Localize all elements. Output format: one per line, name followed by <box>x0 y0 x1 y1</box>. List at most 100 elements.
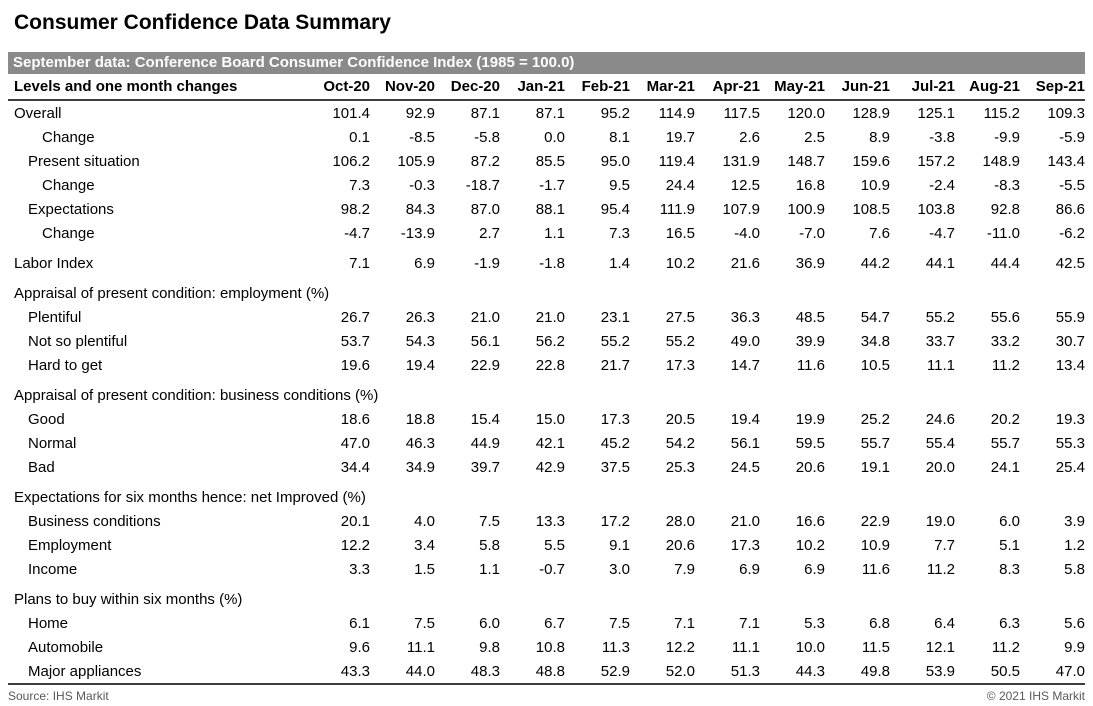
column-header-jun-21: Jun-21 <box>841 78 890 95</box>
column-header-sep-21: Sep-21 <box>1035 78 1085 95</box>
cell-value: 6.8 <box>869 614 890 632</box>
cell-value: 1.2 <box>1064 536 1085 554</box>
cell-value: -9.9 <box>994 128 1020 146</box>
row-label: Good <box>28 410 65 428</box>
cell-value: 86.6 <box>1055 200 1085 218</box>
cell-value: 131.9 <box>722 152 760 170</box>
table-row: Hard to get 19.6 19.4 22.9 22.8 21.7 17.3 14.7 1… <box>8 353 1085 377</box>
cell-value: 22.9 <box>470 356 500 374</box>
cell-value: 15.4 <box>470 410 500 428</box>
table-banner: September data: Conference Board Consume… <box>8 52 1085 74</box>
table-row: Employment 12.2 3.4 5.8 5.5 9.1 20.6 17.3 10.2 10… <box>8 533 1085 557</box>
cell-value: 3.9 <box>1064 512 1085 530</box>
cell-value: 115.2 <box>983 104 1020 122</box>
cell-value: 25.2 <box>860 410 890 428</box>
table-row: Plentiful 26.7 26.3 21.0 21.0 23.1 27.5 36.3 48.… <box>8 305 1085 329</box>
cell-value: 11.1 <box>406 638 435 656</box>
cell-value: 44.0 <box>405 662 435 680</box>
cell-value: 33.2 <box>990 332 1020 350</box>
row-label: Labor Index <box>14 254 94 272</box>
cell-value: 30.7 <box>1055 332 1085 350</box>
cell-value: 28.0 <box>665 512 695 530</box>
cell-value: 9.8 <box>479 638 500 656</box>
row-label: Present situation <box>28 152 140 170</box>
row-label: Change <box>42 176 95 194</box>
cell-value: 9.1 <box>609 536 630 554</box>
cell-value: 23.1 <box>600 308 630 326</box>
cell-value: 34.9 <box>405 458 435 476</box>
cell-value: 103.8 <box>917 200 955 218</box>
cell-value: 33.7 <box>925 332 955 350</box>
cell-value: 19.7 <box>665 128 695 146</box>
cell-value: 87.1 <box>535 104 565 122</box>
cell-value: 26.3 <box>405 308 435 326</box>
cell-value: 2.5 <box>804 128 825 146</box>
cell-value: -5.8 <box>474 128 500 146</box>
cell-value: 105.9 <box>397 152 435 170</box>
cell-value: 17.3 <box>600 410 630 428</box>
cell-value: 2.7 <box>479 224 500 242</box>
cell-value: 17.3 <box>665 356 695 374</box>
section-header: Expectations for six months hence: net I… <box>14 488 366 506</box>
cell-value: 17.3 <box>730 536 760 554</box>
cell-value: 10.2 <box>665 254 695 272</box>
footer-copyright: © 2021 IHS Markit <box>986 689 1085 703</box>
row-label: Not so plentiful <box>28 332 128 350</box>
cell-value: 11.2 <box>991 638 1020 656</box>
table-row: Labor Index 7.1 6.9 -1.9 -1.8 1.4 10.2 21.6 36.9… <box>8 251 1085 275</box>
cell-value: 6.7 <box>544 614 565 632</box>
cell-value: 22.8 <box>535 356 565 374</box>
cell-value: 16.5 <box>665 224 695 242</box>
cell-value: 95.4 <box>600 200 630 218</box>
cell-value: 20.5 <box>665 410 695 428</box>
cell-value: 148.7 <box>787 152 825 170</box>
table-row: Change -4.7 -13.9 2.7 1.1 7.3 16.5 -4.0 -7.0 7.6 -… <box>8 221 1085 245</box>
cell-value: 20.2 <box>990 410 1020 428</box>
cell-value: 88.1 <box>535 200 565 218</box>
cell-value: 16.8 <box>795 176 825 194</box>
cell-value: 20.1 <box>340 512 370 530</box>
row-header-label: Levels and one month changes <box>14 78 238 95</box>
row-label: Change <box>42 128 95 146</box>
cell-value: 117.5 <box>723 104 760 122</box>
column-header-apr-21: Apr-21 <box>712 78 760 95</box>
cell-value: -3.8 <box>929 128 955 146</box>
cell-value: 24.6 <box>925 410 955 428</box>
cell-value: 42.9 <box>535 458 565 476</box>
cell-value: 9.9 <box>1064 638 1085 656</box>
cell-value: 119.4 <box>658 152 695 170</box>
table-row: Home 6.1 7.5 6.0 6.7 7.5 7.1 7.1 5.3 6.8 6.4 6.3 5.6 <box>8 611 1085 635</box>
row-label: Income <box>28 560 78 578</box>
cell-value: 25.3 <box>665 458 695 476</box>
cell-value: 19.4 <box>405 356 435 374</box>
cell-value: 50.5 <box>990 662 1020 680</box>
cell-value: 95.0 <box>600 152 630 170</box>
row-label: Plentiful <box>28 308 82 326</box>
cell-value: 12.2 <box>665 638 695 656</box>
cell-value: 49.0 <box>730 332 760 350</box>
cell-value: -7.0 <box>799 224 825 242</box>
cell-value: 44.9 <box>470 434 500 452</box>
cell-value: 37.5 <box>600 458 630 476</box>
cell-value: 111.9 <box>659 200 695 218</box>
cell-value: 7.5 <box>414 614 435 632</box>
cell-value: 6.9 <box>414 254 435 272</box>
cell-value: 114.9 <box>658 104 695 122</box>
section-header: Plans to buy within six months (%) <box>14 590 243 608</box>
cell-value: 21.0 <box>730 512 760 530</box>
section-header: Appraisal of present condition: employme… <box>14 284 330 302</box>
table-row: Normal 47.0 46.3 44.9 42.1 45.2 54.2 56.1 59.5 55… <box>8 431 1085 455</box>
table-row: Change 0.1 -8.5 -5.8 0.0 8.1 19.7 2.6 2.5 8.9 -3.8… <box>8 125 1085 149</box>
cell-value: -1.8 <box>539 254 565 272</box>
cell-value: 125.1 <box>917 104 955 122</box>
cell-value: 7.7 <box>934 536 955 554</box>
row-label: Bad <box>28 458 55 476</box>
column-header-may-21: May-21 <box>774 78 825 95</box>
cell-value: 48.5 <box>795 308 825 326</box>
row-label: Home <box>28 614 69 632</box>
cell-value: 5.1 <box>999 536 1020 554</box>
cell-value: 42.1 <box>535 434 565 452</box>
cell-value: 48.8 <box>535 662 565 680</box>
cell-value: 5.6 <box>1064 614 1085 632</box>
column-header-feb-21: Feb-21 <box>581 78 630 95</box>
